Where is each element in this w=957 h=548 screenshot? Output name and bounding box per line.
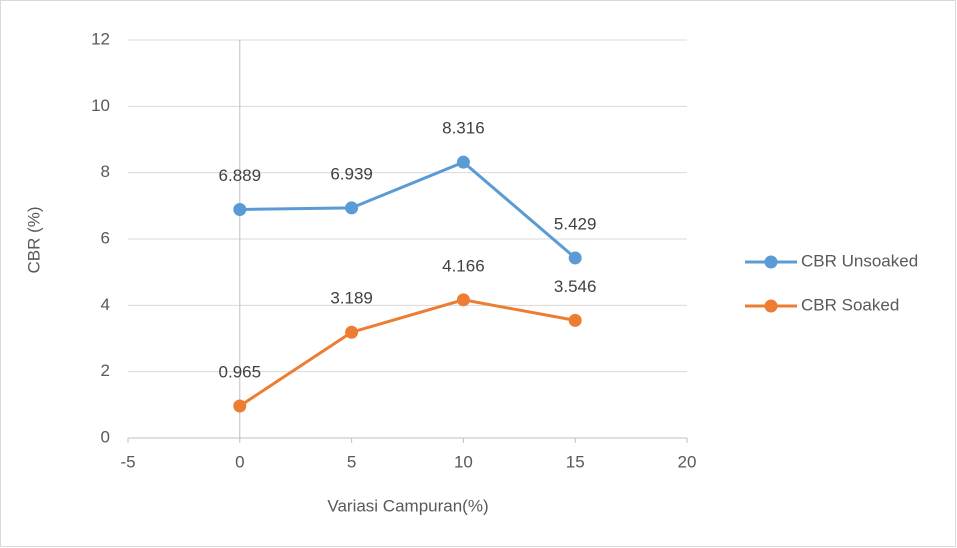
data-label: 3.546 [554, 277, 597, 296]
y-tick-label: 10 [91, 96, 110, 115]
marker [456, 293, 470, 307]
legend-marker [764, 255, 778, 269]
x-tick-label: 5 [347, 452, 356, 471]
data-label: 0.965 [219, 362, 262, 381]
marker [345, 201, 359, 215]
data-label: 6.939 [330, 164, 373, 183]
y-tick-label: 8 [101, 162, 110, 181]
data-label: 4.166 [442, 256, 485, 275]
marker [345, 325, 359, 339]
marker [233, 203, 247, 217]
marker [456, 155, 470, 169]
y-tick-label: 4 [101, 295, 110, 314]
x-tick-label: 10 [454, 452, 473, 471]
y-tick-label: 12 [91, 29, 110, 48]
x-tick-label: 20 [678, 452, 697, 471]
marker [568, 251, 582, 265]
y-tick-label: 6 [101, 228, 110, 247]
series-line [238, 298, 576, 408]
data-label: 6.889 [219, 166, 262, 185]
marker [233, 399, 247, 413]
marker [568, 313, 582, 327]
data-label: 8.316 [442, 119, 485, 138]
x-axis-title: Variasi Campuran(%) [327, 496, 488, 515]
x-tick-label: 15 [566, 452, 585, 471]
data-label: 3.189 [330, 289, 373, 308]
x-tick-label: 0 [235, 452, 244, 471]
y-tick-label: 2 [101, 361, 110, 380]
series-line [239, 160, 577, 260]
y-axis-title: CBR (%) [24, 206, 43, 273]
legend-label: CBR Unsoaked [801, 251, 918, 270]
x-tick-label: -5 [120, 452, 135, 471]
y-tick-label: 0 [101, 427, 110, 446]
legend-marker [764, 299, 778, 313]
data-label: 5.429 [554, 214, 597, 233]
legend-label: CBR Soaked [801, 295, 899, 314]
